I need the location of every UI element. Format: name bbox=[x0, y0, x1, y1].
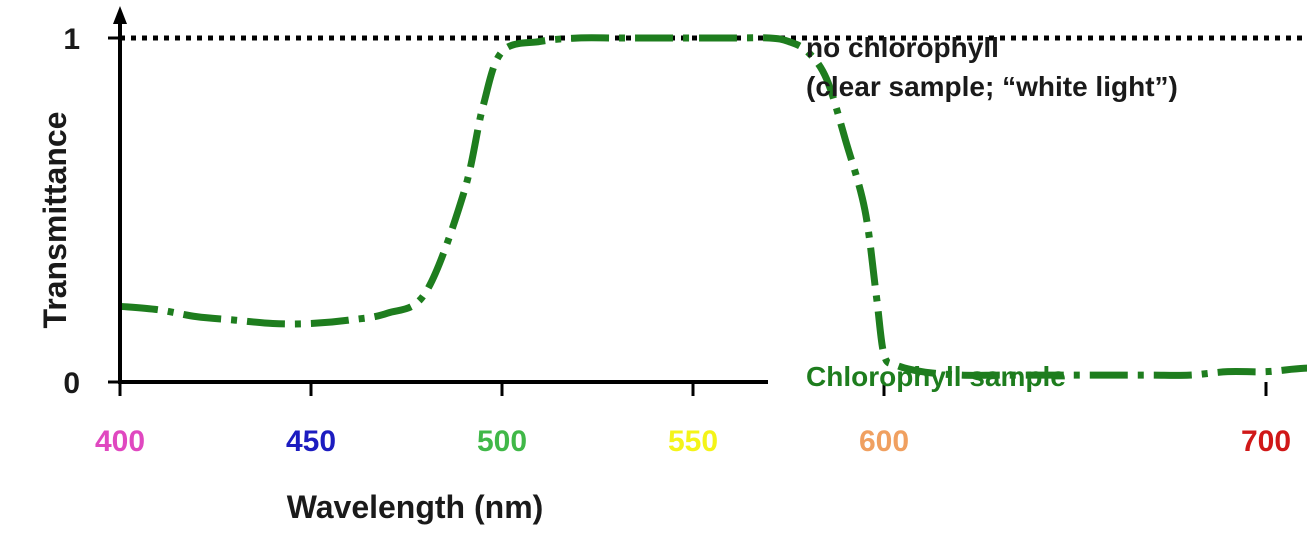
x-axis-title: Wavelength (nm) bbox=[287, 489, 544, 525]
x-tick-label: 550 bbox=[668, 425, 718, 458]
y-tick-label: 1 bbox=[63, 23, 80, 56]
x-tick-label: 400 bbox=[95, 425, 145, 458]
x-tick-label: 600 bbox=[859, 425, 909, 458]
sample-series-line bbox=[119, 34, 1307, 379]
y-axis-arrow bbox=[113, 6, 127, 24]
x-tick-label: 700 bbox=[1241, 425, 1291, 458]
axes-layer: 400 450 500 550 600 700 0 1 bbox=[63, 6, 1291, 458]
y-tick-label: 0 bbox=[63, 367, 80, 400]
x-tick-label: 450 bbox=[286, 425, 336, 458]
text-layer: Transmittance Wavelength (nm) no chlorop… bbox=[37, 32, 1178, 525]
y-axis-title: Transmittance bbox=[37, 112, 73, 329]
sample-label: Chlorophyll sample bbox=[806, 361, 1066, 392]
x-tick-label: 500 bbox=[477, 425, 527, 458]
series-layer bbox=[119, 34, 1307, 379]
reference-label-line-2: (clear sample; “white light”) bbox=[806, 71, 1178, 102]
reference-label-line-1: no chlorophyll bbox=[806, 32, 999, 63]
